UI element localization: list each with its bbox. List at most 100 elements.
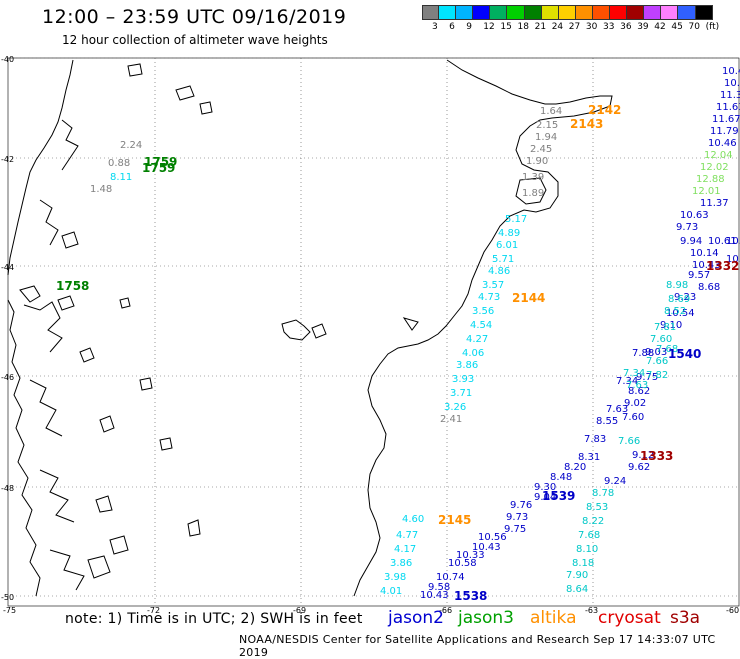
wave-height-value: 4.86 <box>488 266 510 277</box>
map-title: 12:00 – 23:59 UTC 09/16/2019 <box>42 6 347 28</box>
wave-height-value: 10.61 <box>708 236 737 247</box>
chile-coast <box>7 59 85 597</box>
scale-label: 39 <box>637 22 649 32</box>
wave-height-value: 10.63 <box>680 210 709 221</box>
argentina-coast <box>353 59 613 597</box>
wave-height-value: 3.93 <box>452 374 474 385</box>
satellite-legend-item: s3a <box>670 608 701 628</box>
lat-label: -50 <box>1 593 14 602</box>
pass-number-label: 1539 <box>542 489 575 503</box>
scale-label: 6 <box>449 22 455 32</box>
wave-height-value: 9.12 <box>632 450 654 461</box>
scale-swatch <box>456 5 474 20</box>
wave-height-value: 10.3 <box>724 78 740 89</box>
wave-height-value: 7.60 <box>650 334 672 345</box>
color-scale <box>422 5 713 20</box>
wave-height-value: 8.18 <box>572 558 594 569</box>
wave-height-value: 11.63 <box>716 102 740 113</box>
satellite-legend-item: cryosat <box>598 608 661 628</box>
wave-height-value: 8.55 <box>596 416 618 427</box>
chile-islands <box>19 63 213 579</box>
wave-height-value: 8.10 <box>576 544 598 555</box>
scale-label: 15 <box>500 22 512 32</box>
scale-label: 27 <box>568 22 581 32</box>
wave-height-value: 10.14 <box>690 248 719 259</box>
lat-label: -46 <box>1 373 14 382</box>
wave-height-value: 7.66 <box>618 436 640 447</box>
scale-label: 12 <box>483 22 495 32</box>
satellite-legend-item: jason2 <box>388 608 444 628</box>
wave-height-value: 11.3 <box>720 90 740 101</box>
satellite-legend-item: jason3 <box>458 608 514 628</box>
scale-label: 18 <box>517 22 529 32</box>
map-frame <box>7 57 740 607</box>
wave-height-value: 4.01 <box>380 586 402 597</box>
scale-swatch <box>661 5 679 20</box>
wave-height-value: 3.71 <box>450 388 472 399</box>
wave-height-value: 12.01 <box>692 186 721 197</box>
satellite-legend-item: altika <box>530 608 577 628</box>
wave-height-value: 10.58 <box>448 558 477 569</box>
wave-height-value: 4.89 <box>498 228 520 239</box>
wave-height-value: 7.63 <box>606 404 628 415</box>
scale-label: 33 <box>603 22 615 32</box>
wave-height-value: 9.75 <box>504 524 526 535</box>
scale-label: (ft) <box>705 22 720 32</box>
pass-number-label: 1540 <box>668 347 701 361</box>
wave-height-value: 2.41 <box>440 414 462 425</box>
wave-height-value: 9.57 <box>688 270 710 281</box>
pass-number-label: 2145 <box>438 513 471 527</box>
wave-height-value: 6.01 <box>496 240 518 251</box>
scale-label: 45 <box>671 22 683 32</box>
wave-height-value: 9.02 <box>624 398 646 409</box>
wave-height-value: 9.62 <box>628 462 650 473</box>
scale-swatch <box>695 5 713 20</box>
wave-height-value: 9.30 <box>534 482 556 493</box>
wave-height-value: 9.73 <box>506 512 528 523</box>
lon-label: -72 <box>147 606 160 615</box>
scale-swatch <box>627 5 645 20</box>
wave-height-value: 10.74 <box>436 572 465 583</box>
wave-height-value: 8.98 <box>666 280 688 291</box>
wave-height-value: 7.90 <box>566 570 588 581</box>
footer-text: NOAA/NESDIS Center for Satellite Applica… <box>239 633 716 659</box>
wave-height-value: 11.67 <box>712 114 740 125</box>
pass-number-label: 1333 <box>640 449 673 463</box>
wave-height-value: 8.62 <box>628 386 650 397</box>
wave-height-value: 9.58 <box>428 582 450 593</box>
wave-height-value: 3.26 <box>444 402 466 413</box>
lat-label: -48 <box>1 484 14 493</box>
scale-swatch <box>610 5 628 20</box>
wave-height-value: 2.24 <box>120 140 142 151</box>
wave-height-value: 10.43 <box>472 542 501 553</box>
wave-height-value: 9.04 <box>534 492 556 503</box>
lat-label: -44 <box>1 263 14 272</box>
scale-swatch <box>678 5 696 20</box>
lon-label: -63 <box>585 606 598 615</box>
wave-height-value: 3.57 <box>482 280 504 291</box>
wave-height-value: 1.94 <box>535 132 557 143</box>
wave-height-value: 9.24 <box>604 476 626 487</box>
wave-height-value: 10.33 <box>456 550 485 561</box>
wave-height-value: 8.20 <box>564 462 586 473</box>
wave-height-value: 7.34 <box>616 376 638 387</box>
wave-height-value: 8.52 <box>664 306 686 317</box>
wave-height-value: 1.48 <box>90 184 112 195</box>
scale-label: 21 <box>534 22 547 32</box>
wave-height-value: 9.10 <box>660 320 682 331</box>
wave-height-value: 10.46 <box>726 254 740 265</box>
wave-height-value: 8.68 <box>698 282 720 293</box>
scale-swatch <box>575 5 593 20</box>
wave-height-value: 1.64 <box>540 106 562 117</box>
wave-height-value: 5.71 <box>492 254 514 265</box>
wave-height-value: 7.83 <box>584 434 606 445</box>
wave-height-value: 8.11 <box>110 172 132 183</box>
wave-height-value: 8.31 <box>578 452 600 463</box>
wave-height-value: 3.56 <box>472 306 494 317</box>
scale-swatch <box>644 5 662 20</box>
wave-height-value: 8.69 <box>668 294 690 305</box>
wave-height-value: 7.60 <box>622 412 644 423</box>
lon-label: -75 <box>3 606 16 615</box>
wave-height-value: 10.43 <box>420 590 449 601</box>
